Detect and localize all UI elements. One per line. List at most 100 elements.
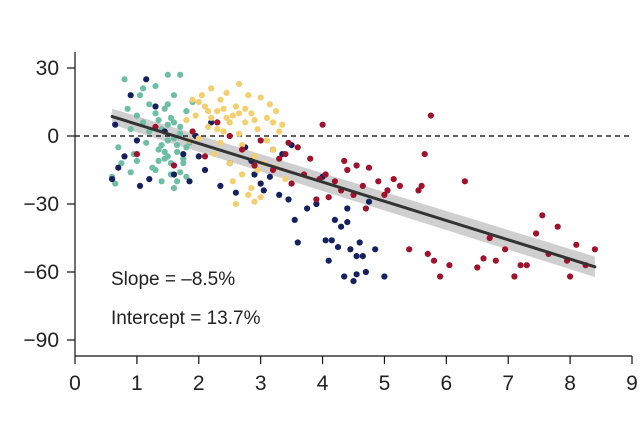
data-point-series-2-29 — [304, 205, 311, 212]
data-point-series-2-3 — [115, 164, 122, 171]
data-point-series-1-4 — [118, 160, 125, 167]
data-point-series-1-11 — [140, 119, 147, 126]
data-point-series-4-56 — [554, 223, 561, 230]
data-point-series-3-6 — [201, 103, 209, 110]
data-point-series-2-43 — [359, 253, 366, 260]
data-point-series-4-22 — [331, 178, 338, 185]
data-point-series-3-22 — [251, 198, 258, 205]
data-points-layer — [109, 71, 599, 285]
data-point-series-2-46 — [372, 246, 379, 253]
data-point-series-2-36 — [334, 244, 342, 251]
data-point-series-2-9 — [146, 176, 153, 183]
data-point-series-4-45 — [474, 264, 481, 271]
data-point-series-3-3 — [189, 96, 196, 103]
data-point-series-4-19 — [319, 121, 326, 128]
data-point-series-1-24 — [170, 92, 178, 99]
data-point-series-3-18 — [239, 142, 246, 149]
data-point-series-2-7 — [136, 182, 144, 189]
data-point-series-3-34 — [239, 171, 246, 178]
x-tick-label-0: 0 — [69, 372, 81, 395]
data-point-series-1-48 — [158, 142, 165, 149]
data-point-series-1-37 — [170, 119, 178, 126]
data-point-series-3-28 — [269, 146, 277, 153]
data-point-series-2-45 — [365, 198, 373, 205]
data-point-series-1-55 — [155, 157, 162, 164]
data-point-series-3-53 — [214, 126, 221, 133]
data-point-series-3-40 — [195, 98, 202, 106]
data-point-series-3-12 — [220, 128, 227, 135]
data-point-series-2-23 — [260, 187, 267, 194]
data-point-series-4-46 — [480, 255, 487, 262]
data-point-series-2-6 — [133, 137, 140, 144]
data-point-series-3-10 — [214, 108, 221, 115]
y-tick-label--30: −30 — [23, 193, 59, 216]
data-point-series-2-51 — [353, 253, 360, 260]
data-point-series-1-3 — [115, 144, 122, 151]
data-point-series-4-15 — [294, 144, 301, 151]
data-point-series-1-45 — [140, 85, 147, 92]
data-point-series-2-17 — [208, 119, 215, 126]
data-point-series-4-58 — [567, 273, 574, 280]
data-point-series-3-26 — [263, 114, 270, 121]
data-point-series-4-40 — [427, 112, 434, 119]
x-tick-label-8: 8 — [564, 372, 576, 395]
data-point-series-3-31 — [279, 121, 286, 128]
data-point-series-3-33 — [232, 200, 239, 208]
data-point-series-4-59 — [573, 241, 580, 248]
data-point-series-4-5 — [201, 153, 209, 160]
data-point-series-1-27 — [177, 130, 184, 137]
data-point-series-2-2 — [112, 121, 119, 128]
data-point-series-4-61 — [591, 246, 599, 253]
data-point-series-3-21 — [248, 110, 255, 117]
data-point-series-3-52 — [198, 92, 205, 99]
data-point-series-1-42 — [164, 153, 171, 160]
data-point-series-1-43 — [177, 169, 184, 176]
data-point-series-4-29 — [362, 205, 369, 212]
data-point-series-3-20 — [245, 191, 252, 198]
data-point-series-4-30 — [365, 164, 373, 171]
data-point-series-1-34 — [161, 105, 168, 112]
data-point-series-2-34 — [328, 237, 335, 244]
data-point-series-1-20 — [164, 137, 171, 144]
x-tick-label-7: 7 — [502, 372, 514, 395]
data-point-series-2-47 — [381, 273, 388, 280]
data-point-series-2-26 — [285, 196, 292, 203]
data-point-series-2-20 — [232, 189, 239, 196]
data-point-series-3-46 — [248, 185, 255, 192]
data-point-series-1-9 — [133, 112, 140, 119]
data-point-series-4-37 — [418, 182, 425, 189]
x-tick-label-4: 4 — [317, 372, 329, 395]
data-point-series-4-7 — [226, 132, 233, 140]
data-point-series-3-45 — [229, 178, 236, 185]
data-point-series-4-14 — [288, 180, 295, 187]
data-point-series-3-15 — [229, 112, 236, 119]
data-point-series-2-18 — [217, 182, 224, 189]
data-point-series-2-8 — [143, 76, 150, 83]
data-point-series-2-32 — [322, 237, 329, 244]
data-point-series-4-31 — [375, 178, 382, 185]
y-tick-label-30: 30 — [36, 57, 59, 80]
data-point-series-3-41 — [263, 137, 270, 144]
tick-labels-layer: 0 1 2 3 4 5 6 7 8 9 30 0 −30 −60 −90 — [23, 57, 637, 395]
data-point-series-4-13 — [282, 151, 289, 158]
data-point-series-3-48 — [242, 105, 249, 112]
data-point-series-4-53 — [533, 230, 540, 237]
data-point-series-1-49 — [164, 121, 171, 128]
data-point-series-2-38 — [344, 205, 351, 212]
data-point-series-2-49 — [276, 191, 283, 198]
data-point-series-2-40 — [350, 278, 357, 285]
data-point-series-3-9 — [211, 151, 218, 158]
data-point-series-4-44 — [461, 178, 468, 185]
data-point-series-4-64 — [390, 176, 397, 183]
data-point-series-4-49 — [502, 246, 509, 253]
data-point-series-3-32 — [282, 176, 289, 183]
data-point-series-2-33 — [325, 257, 332, 264]
data-point-series-4-43 — [446, 262, 453, 269]
data-point-series-2-54 — [195, 153, 202, 160]
y-tick-label--90: −90 — [23, 329, 59, 352]
fit-line-layer — [110, 115, 597, 269]
data-point-series-1-12 — [143, 139, 150, 146]
data-point-series-1-29 — [183, 108, 190, 115]
data-point-series-1-7 — [127, 126, 134, 133]
